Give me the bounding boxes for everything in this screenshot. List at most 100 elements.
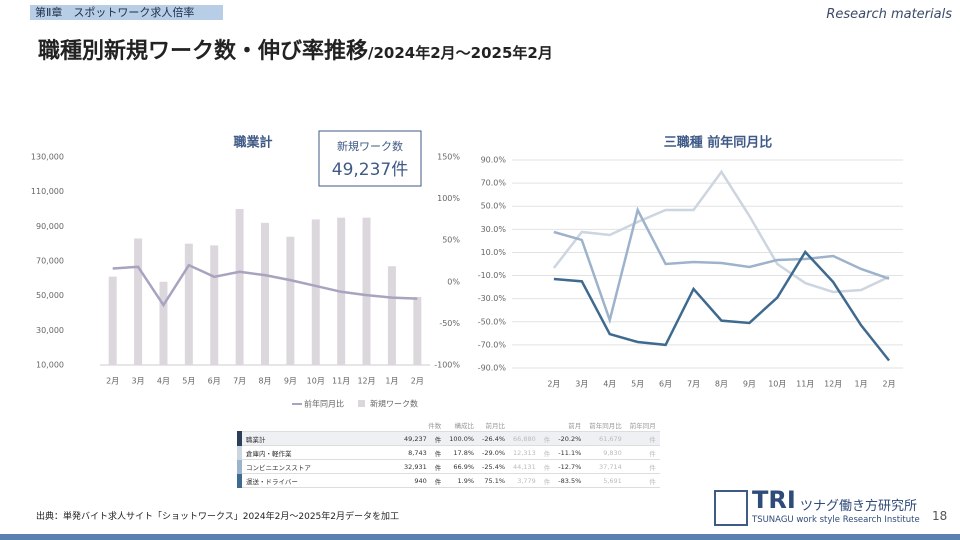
cell: 件 — [539, 431, 555, 446]
source: 出典：単発バイト求人サイト「ショットワークス」2024年2月～2025年2月デー… — [36, 512, 399, 522]
page-number: 18 — [932, 509, 948, 523]
bottom-band — [0, 534, 960, 540]
cell: 件 — [430, 445, 446, 460]
cell: -29.0% — [478, 445, 510, 460]
cell: 件 — [539, 445, 555, 460]
y-tick-label: 110,000 — [31, 187, 64, 196]
x-tick-label: 10月 — [307, 377, 325, 386]
y-tick-label: -90.0% — [478, 364, 507, 373]
y2-tick-label: 0% — [447, 277, 460, 286]
cell: 49,237 — [400, 431, 431, 446]
x-tick-label: 7月 — [687, 380, 700, 389]
y-tick-label: 90.0% — [481, 156, 507, 165]
bar — [362, 217, 371, 365]
x-tick-label: 5月 — [182, 377, 195, 386]
cell: 件 — [625, 459, 660, 474]
line — [112, 263, 418, 308]
header-cell: 前月比 — [478, 418, 510, 432]
y2-tick-label: -50% — [439, 319, 460, 328]
x-tick-label: 8月 — [715, 380, 728, 389]
table-row: 職業計 49,237 件 100.0% -26.4% 66,880 件 -20.2% 61,67… — [237, 431, 660, 446]
annotation-value: 49,237件 — [332, 160, 408, 180]
bar — [311, 219, 320, 365]
legend-label: 前年同月比 — [304, 399, 344, 409]
tag: Research materials — [826, 7, 952, 22]
cell: -26.4% — [478, 431, 510, 446]
cell: 件 — [430, 459, 446, 474]
header-cell: 前年同月比 — [585, 418, 626, 432]
cell: 44,131 — [509, 459, 540, 474]
cell — [239, 418, 400, 432]
y2-tick-label: -100% — [434, 361, 460, 370]
y-tick-label: -10.0% — [478, 271, 507, 280]
table-body: 件数 構成比 前月比 前月 前年同月比 前年同月 職業計 49,237 件 100.0% -26.4… — [237, 418, 660, 488]
bar — [108, 276, 117, 365]
cell: 件 — [625, 473, 660, 488]
logo-icon — [714, 490, 748, 526]
x-tick-label: 11月 — [332, 377, 350, 386]
title: 職種別新規ワーク数・伸び率推移 — [38, 39, 369, 64]
x-tick-label: 7月 — [233, 377, 246, 386]
cell: 12,313 — [509, 445, 540, 460]
bar — [134, 238, 143, 365]
header-cell: 前年同月 — [625, 418, 660, 432]
y-tick-label: 90,000 — [36, 222, 64, 231]
cell: 5,691 — [585, 473, 626, 488]
y-tick-label: -30.0% — [478, 294, 507, 303]
legend-label: 新規ワーク数 — [370, 399, 418, 409]
cell: -25.4% — [478, 459, 510, 474]
table: 件数 構成比 前月比 前月 前年同月比 前年同月 職業計 49,237 件 100.0% -26.4… — [237, 418, 660, 488]
cell: 件 — [430, 431, 446, 446]
x-tick-label: 2月 — [547, 380, 560, 389]
x-tick-label: 2月 — [106, 377, 119, 386]
line — [552, 169, 890, 294]
x-tick-label: 9月 — [743, 380, 756, 389]
cell: 61,679 — [585, 431, 626, 446]
cell: -12.7% — [554, 459, 586, 474]
x-tick-label: 12月 — [357, 377, 375, 386]
header-cell: 件数 — [400, 418, 446, 432]
cell: 66.9% — [445, 459, 479, 474]
bar — [184, 243, 193, 365]
table-row: コンビニエンスストア 32,931 件 66.9% -25.4% 44,131 件 -12.7… — [237, 459, 660, 474]
x-tick-label: 12月 — [824, 380, 842, 389]
bar — [235, 209, 244, 365]
annotation-box — [318, 130, 422, 187]
org-en: TSUNAGU work style Research Institute — [752, 515, 920, 525]
table-row: 運送・ドライバー 940 件 1.9% 75.1% 3,779 件 -83.5% 5,691 件 — [237, 473, 660, 488]
cell: 3,779 — [509, 473, 540, 488]
cell: -20.2% — [554, 431, 586, 446]
cell: 件 — [539, 459, 555, 474]
table-row: 倉庫内・軽作業 8,743 件 17.8% -29.0% 12,313 件 -11.1% 9,8… — [237, 445, 660, 460]
y-tick-label: 30.0% — [481, 225, 507, 234]
bar — [387, 266, 396, 365]
cell: 倉庫内・軽作業 — [237, 445, 400, 460]
x-tick-label: 8月 — [258, 377, 271, 386]
x-tick-label: 6月 — [208, 377, 221, 386]
y-tick-label: 70.0% — [481, 179, 507, 188]
legend-swatch — [358, 400, 365, 407]
cell: 32,931 — [400, 459, 431, 474]
y-tick-label: 70,000 — [36, 257, 64, 266]
bar — [159, 281, 168, 365]
bar — [261, 222, 269, 365]
x-tick-label: 9月 — [284, 377, 297, 386]
y-tick-label: -50.0% — [478, 317, 507, 326]
cell: 100.0% — [445, 431, 479, 446]
y2-tick-label: 150% — [437, 153, 460, 162]
x-tick-label: 3月 — [575, 380, 588, 389]
cell: 件 — [625, 445, 660, 460]
cell: 17.8% — [445, 445, 479, 460]
cell: 37,714 — [585, 459, 626, 474]
cell: 940 — [400, 473, 431, 488]
table-header: 件数 構成比 前月比 前月 前年同月比 前年同月 — [239, 418, 660, 432]
cell: コンビニエンスストア — [237, 459, 400, 474]
y-tick-label: 130,000 — [31, 153, 64, 162]
bar — [210, 245, 219, 365]
cell: -11.1% — [554, 445, 586, 460]
cell: 件 — [625, 431, 660, 446]
x-tick-label: 6月 — [659, 380, 672, 389]
x-tick-label: 3月 — [132, 377, 145, 386]
